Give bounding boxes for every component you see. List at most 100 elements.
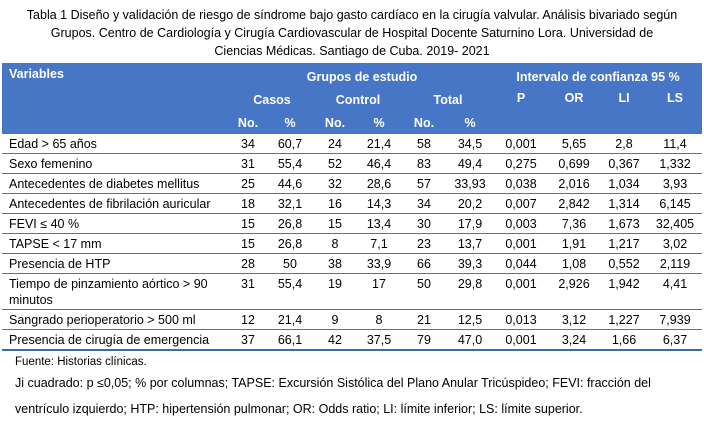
cell-value: 47,0 [457,333,483,347]
cell-value: 12 [241,313,255,327]
cell-value: 50 [283,257,297,271]
column-header-casos-no: No. [230,111,266,134]
cell-value: 0,367 [608,157,640,171]
cell-value: 39,3 [457,257,483,271]
cell-value: 44,6 [277,177,303,191]
column-header-casos-pct: % [266,111,314,134]
cell-value: 8 [331,237,339,251]
cell-value: 33,9 [366,257,392,271]
cell-value: 32 [328,177,342,191]
cell-value: 0,001 [505,237,537,251]
column-header-control: Control [314,88,402,111]
cell-value: 32,1 [277,197,303,211]
row-variable-label: Tiempo de pinzamiento aórtico > 90 minut… [9,277,208,307]
cell-value: 0,699 [558,157,590,171]
column-header-grupos-de-estudio: Grupos de estudio [230,63,494,88]
cell-value: 1,08 [561,257,587,271]
cell-value: 28 [241,257,255,271]
cell-value: 2,016 [558,177,590,191]
row-variable-label: Sangrado perioperatorio > 500 ml [9,313,196,327]
cell-value: 18 [241,197,255,211]
row-variable-label: Sexo femenino [9,157,93,171]
cell-value: 16 [328,197,342,211]
cell-value: 58 [417,137,431,151]
cell-value: 9 [331,313,339,327]
column-header-intervalo-confianza: Intervalo de confianza 95 % [494,63,702,88]
column-header-total-no: No. [402,111,446,134]
cell-value: 7,36 [561,217,587,231]
table-row: TAPSE < 17 mm 15 26,8 8 7,1 23 13,7 0,001 1,91 1,… [2,234,702,254]
cell-value: 1,217 [608,237,640,251]
cell-value: 12,5 [457,313,483,327]
cell-value: 1,332 [659,157,691,171]
cell-value: 20,2 [457,197,483,211]
cell-value: 0,001 [505,277,537,291]
column-header-control-no: No. [314,111,356,134]
row-variable-label: Edad > 65 años [9,137,97,151]
cell-value: 2,926 [558,277,590,291]
cell-value: 14,3 [366,197,392,211]
cell-value: 57 [417,177,431,191]
cell-value: 24 [328,137,342,151]
cell-value: 5,65 [561,137,587,151]
row-variable-label: Presencia de cirugía de emergencia [9,333,210,347]
cell-value: 1,66 [611,333,637,347]
row-variable-label: Antecedentes de diabetes mellitus [9,177,200,191]
cell-value: 4,41 [662,277,688,291]
cell-value: 1,673 [608,217,640,231]
cell-value: 31 [241,277,255,291]
cell-value: 0,001 [505,137,537,151]
cell-value: 50 [417,277,431,291]
cell-value: 28,6 [366,177,392,191]
table-header: Variables Grupos de estudio Intervalo de… [2,63,702,134]
cell-value: 0,552 [608,257,640,271]
cell-value: 42 [328,333,342,347]
table-row: Sangrado perioperatorio > 500 ml 12 21,4 9 8… [2,310,702,330]
table-row: Tiempo de pinzamiento aórtico > 90 minut… [2,274,702,310]
cell-value: 3,24 [561,333,587,347]
cell-value: 2,8 [615,137,633,151]
column-header-casos: Casos [230,88,314,111]
cell-value: 0,275 [505,157,537,171]
table-footnotes: Ji cuadrado: p ≤0,05; % por columnas; TA… [15,376,651,416]
cell-value: 52 [328,157,342,171]
cell-value: 31 [241,157,255,171]
column-header-total: Total [402,88,494,111]
cell-value: 66,1 [277,333,303,347]
table-source-note: Fuente: Historias clínicas. [15,356,147,368]
cell-value: 1,227 [608,313,640,327]
row-variable-label: FEVI ≤ 40 % [9,217,80,231]
cell-value: 38 [328,257,342,271]
cell-value: 34 [417,197,431,211]
row-variable-label: Antecedentes de fibrilación auricular [9,197,211,211]
column-header-variables: Variables [2,63,230,134]
table-row: FEVI ≤ 40 % 15 26,8 15 13,4 30 17,9 0,003 7,36 1,… [2,214,702,234]
cell-value: 11,4 [663,137,687,151]
cell-value: 32,405 [655,217,695,231]
cell-value: 34,5 [457,137,483,151]
table-body: Edad > 65 años 34 60,7 24 21,4 58 34,5 0,001 5,6… [2,134,702,350]
cell-value: 19 [328,277,342,291]
cell-value: 30 [417,217,431,231]
cell-value: 3,12 [561,313,587,327]
cell-value: 60,7 [277,137,303,151]
cell-value: 29,8 [457,277,483,291]
cell-value: 1,314 [608,197,640,211]
cell-value: 0,013 [505,313,537,327]
cell-value: 17,9 [457,217,483,231]
column-header-li: LI [600,88,648,134]
cell-value: 3,93 [662,177,688,191]
cell-value: 0,001 [505,333,537,347]
cell-value: 2,842 [558,197,590,211]
cell-value: 7,1 [370,237,388,251]
cell-value: 79 [417,333,431,347]
cell-value: 0,038 [505,177,537,191]
table-row: Presencia de HTP 28 50 38 33,9 66 39,3 0,044 1,0… [2,254,702,274]
cell-value: 1,91 [561,237,587,251]
cell-value: 13,7 [457,237,483,251]
cell-value: 15 [241,237,255,251]
cell-value: 0,007 [505,197,537,211]
cell-value: 15 [241,217,255,231]
cell-value: 37,5 [366,333,392,347]
table-row: Presencia de cirugía de emergencia 37 66,1… [2,330,702,350]
